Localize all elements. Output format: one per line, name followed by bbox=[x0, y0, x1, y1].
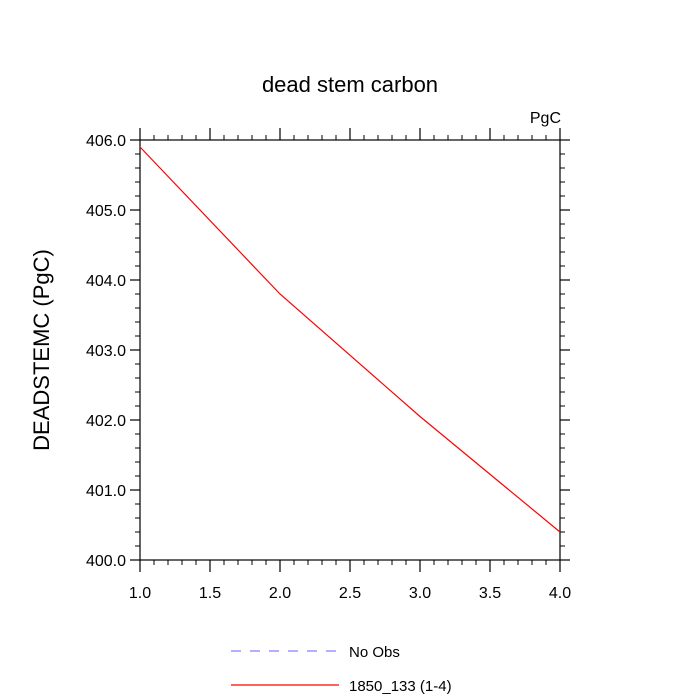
x-tick-label: 2.5 bbox=[339, 585, 361, 602]
x-tick-label: 1.5 bbox=[199, 585, 221, 602]
legend-label: 1850_133 (1-4) bbox=[349, 678, 452, 695]
y-tick-label: 403.0 bbox=[86, 343, 126, 360]
y-tick-labels: 400.0 401.0 402.0 403.0 404.0 405.0 406.0 bbox=[86, 133, 126, 570]
axis-ticks bbox=[130, 128, 570, 572]
y-tick-label: 406.0 bbox=[86, 133, 126, 150]
units-label: PgC bbox=[530, 110, 561, 127]
x-tick-labels: 1.0 1.5 2.0 2.5 3.0 3.5 4.0 bbox=[129, 585, 571, 602]
x-tick-label: 1.0 bbox=[129, 585, 151, 602]
y-tick-label: 405.0 bbox=[86, 203, 126, 220]
y-tick-label: 404.0 bbox=[86, 273, 126, 290]
chart-title: dead stem carbon bbox=[262, 72, 438, 97]
y-tick-label: 401.0 bbox=[86, 483, 126, 500]
series-line bbox=[139, 146, 561, 533]
x-tick-label: 2.0 bbox=[269, 585, 291, 602]
series-group bbox=[139, 146, 561, 533]
legend-label: No Obs bbox=[349, 644, 400, 661]
x-tick-label: 3.0 bbox=[409, 585, 431, 602]
y-tick-label: 402.0 bbox=[86, 413, 126, 430]
plot-frame bbox=[139, 139, 561, 561]
y-tick-label: 400.0 bbox=[86, 553, 126, 570]
x-tick-label: 3.5 bbox=[479, 585, 501, 602]
legend: No Obs 1850_133 (1-4) bbox=[231, 644, 452, 695]
y-axis-label: DEADSTEMC (PgC) bbox=[29, 249, 54, 451]
x-tick-label: 4.0 bbox=[549, 585, 571, 602]
